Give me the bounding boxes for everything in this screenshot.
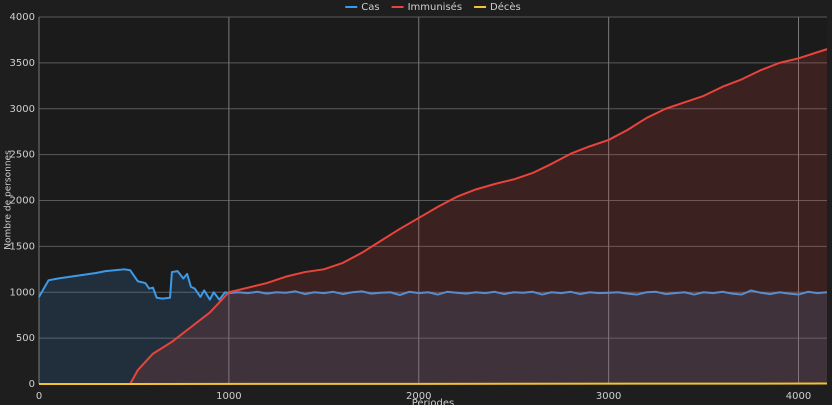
y-tick-label: 1000 — [10, 287, 35, 298]
x-tick-label: 2000 — [406, 391, 431, 402]
x-axis-label: Périodes — [412, 397, 455, 405]
x-tick-label: 3000 — [596, 391, 621, 402]
legend-label: Immunisés — [408, 1, 462, 13]
series-line — [129, 48, 828, 385]
y-tick-label: 500 — [16, 333, 35, 344]
y-tick-label: 4000 — [10, 12, 35, 23]
legend-label: Décès — [490, 1, 521, 13]
y-tick-label: 3000 — [10, 104, 35, 115]
y-tick-label: 3500 — [10, 58, 35, 69]
y-tick-label: 2000 — [10, 196, 35, 207]
legend-label: Cas — [361, 2, 379, 13]
series-area — [130, 49, 828, 385]
y-tick-label: 1500 — [10, 241, 35, 252]
y-tick-label: 2500 — [10, 150, 35, 161]
x-tick-label: 1000 — [216, 391, 241, 402]
series-line — [38, 268, 828, 301]
y-tick-label: 0 — [29, 379, 35, 390]
series-area — [39, 269, 827, 384]
x-tick-label: 0 — [36, 391, 42, 402]
x-tick-label: 4000 — [786, 391, 811, 402]
legend: Cas Immunisés Décès — [345, 1, 521, 13]
y-axis-label: Nombre de personnes — [4, 150, 14, 250]
